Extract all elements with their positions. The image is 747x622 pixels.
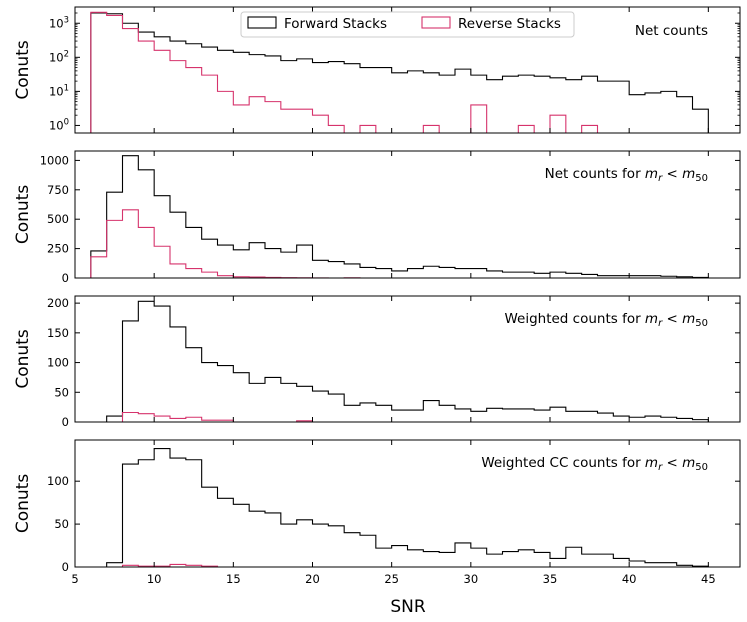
y-axis-label: Conuts xyxy=(13,40,33,99)
x-tick-label: 45 xyxy=(701,572,716,586)
panel-2: 0 250 500 750 1000 Conuts Net counts for mr < … xyxy=(13,151,740,285)
y-tick-label: 0 xyxy=(62,415,69,429)
y-tick-label: 0 xyxy=(62,271,69,285)
x-tick-label: 25 xyxy=(384,572,399,586)
panel-annotation: Weighted counts for mr < m50 xyxy=(504,311,708,329)
x-tick-label: 40 xyxy=(622,572,637,586)
panel-3: 0 50 100 150 200 Conuts Weighted counts for mr… xyxy=(13,296,740,429)
x-tick-label: 10 xyxy=(147,572,162,586)
y-tick-label: 500 xyxy=(47,212,69,226)
panel-4: 5 10 15 20 25 30 35 40 45 0 50 100 Conuts Weighted CC… xyxy=(13,440,740,586)
y-axis-label: Conuts xyxy=(13,474,33,533)
y-tick-label: 100 xyxy=(47,356,69,370)
y-tick-label: 100 xyxy=(49,117,69,132)
x-tick-label: 30 xyxy=(464,572,479,586)
series-reverse-stacks xyxy=(91,412,709,422)
y-tick-label: 101 xyxy=(49,83,69,98)
x-tick-label: 20 xyxy=(305,572,320,586)
y-tick-label: 103 xyxy=(49,15,69,30)
figure: 100101102103ConutsNet countsForward Stac… xyxy=(0,0,747,622)
panel-annotation: Net counts xyxy=(635,23,708,39)
x-tick-label: 5 xyxy=(71,572,78,586)
legend: Forward Stacks Reverse Stacks xyxy=(241,12,574,37)
x-tick-label: 15 xyxy=(226,572,241,586)
y-tick-label: 102 xyxy=(49,49,69,64)
y-tick-label: 1000 xyxy=(40,153,69,167)
y-tick-label: 150 xyxy=(47,326,69,340)
panel-annotation: Weighted CC counts for mr < m50 xyxy=(481,455,708,473)
y-axis-label: Conuts xyxy=(13,329,33,388)
y-tick-label: 200 xyxy=(47,296,69,310)
x-tick-label: 35 xyxy=(543,572,558,586)
legend-label: Reverse Stacks xyxy=(458,16,561,32)
y-tick-label: 100 xyxy=(47,474,69,488)
y-tick-label: 50 xyxy=(54,517,69,531)
y-axis-label: Conuts xyxy=(13,185,33,244)
y-tick-label: 750 xyxy=(47,183,69,197)
y-tick-label: 50 xyxy=(54,385,69,399)
panel-1: 100 101 102 103 Conuts Net counts Forward Stac… xyxy=(13,7,740,153)
x-axis-label: SNR xyxy=(390,597,426,617)
y-tick-label: 250 xyxy=(47,242,69,256)
series-reverse-stacks xyxy=(91,210,709,278)
y-tick-label: 0 xyxy=(62,560,69,574)
panel-annotation: Net counts for mr < m50 xyxy=(545,166,708,184)
legend-label: Forward Stacks xyxy=(284,16,387,32)
